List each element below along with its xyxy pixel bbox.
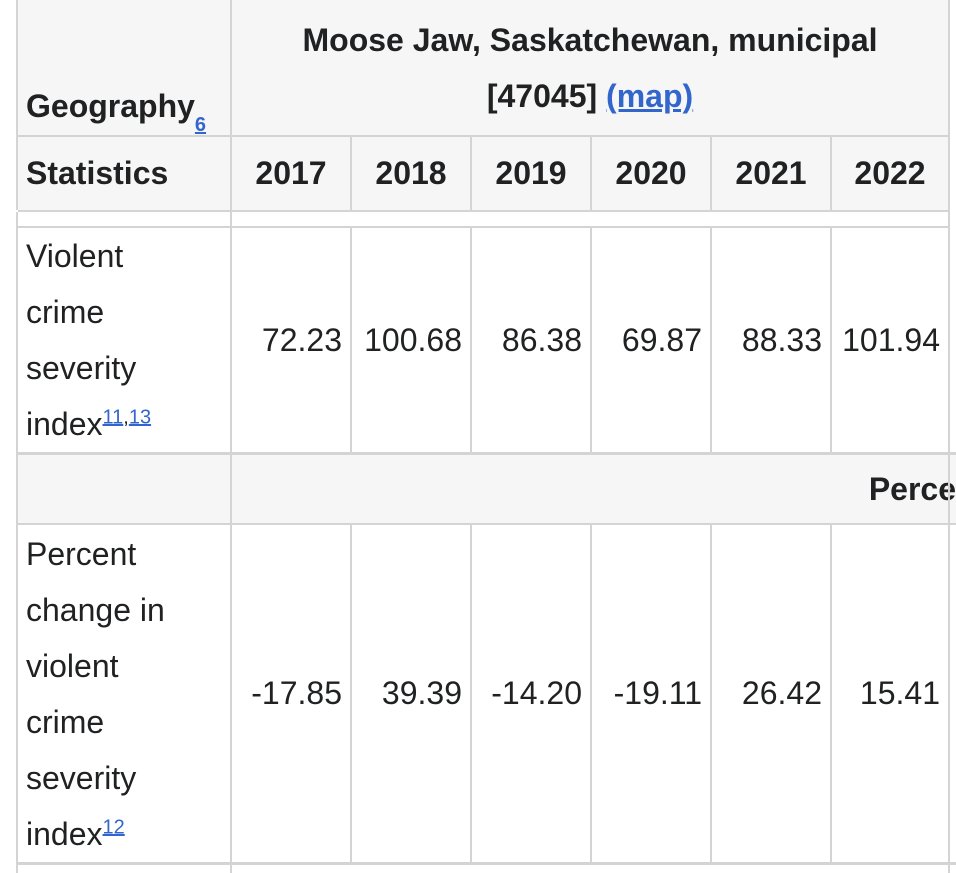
- year-header: 2017: [232, 137, 350, 210]
- row-label-wrap: Percent change in violent crime severity…: [26, 526, 190, 862]
- note-separator: ,: [123, 406, 129, 429]
- footnote-link[interactable]: 13: [128, 406, 152, 429]
- year-header: 2021: [712, 137, 830, 210]
- year-label: 2020: [615, 155, 687, 191]
- grid-line: [18, 452, 956, 455]
- row-label-wrap: Violent crime severity index11,13: [26, 228, 190, 452]
- value: 86.38: [501, 321, 582, 358]
- place-code-line: [47045] (map): [487, 68, 693, 124]
- footnote: 13: [129, 406, 151, 428]
- value: 39.39: [381, 675, 462, 711]
- grid-line: [830, 137, 832, 210]
- value-cell: 39.39: [352, 525, 470, 862]
- grid-line: [350, 525, 352, 862]
- grid-line: [710, 525, 712, 862]
- footnote: 12: [103, 816, 125, 838]
- grid-line: [470, 137, 472, 210]
- value-cell: 15.41: [832, 525, 948, 862]
- row-label: Violent crime severity index: [26, 238, 137, 442]
- grid-line: [18, 523, 956, 525]
- grid-line: [590, 525, 592, 862]
- value: 101.94: [842, 321, 940, 358]
- value-cell: -19.11: [592, 525, 710, 862]
- value-cell: -14.20: [472, 525, 590, 862]
- geography-header: Geography 6: [18, 0, 230, 135]
- place-code: [47045]: [486, 77, 598, 114]
- value-cell: 26.42: [712, 525, 830, 862]
- grid-line: [350, 228, 352, 452]
- year-label: 2018: [375, 155, 447, 191]
- place-header: Moose Jaw, Saskatchewan, municipal [4704…: [232, 0, 948, 135]
- grid-line: [0, 210, 18, 212]
- statistics-label: Statistics: [26, 155, 169, 191]
- map-link[interactable]: (map): [606, 77, 694, 114]
- year-label: 2017: [255, 155, 327, 191]
- year-header: 2020: [592, 137, 710, 210]
- value: -14.20: [491, 675, 582, 711]
- year-header: 2018: [352, 137, 470, 210]
- grid-line: [18, 135, 948, 137]
- footnote-link[interactable]: 12: [102, 815, 125, 838]
- grid-line: [830, 228, 832, 452]
- footnote: 11: [103, 406, 124, 428]
- year-header: 2019: [472, 137, 590, 210]
- footnote-link[interactable]: 11: [102, 406, 124, 429]
- value: 88.33: [741, 321, 822, 358]
- year-header: 2022: [832, 137, 948, 210]
- value-cell: 88.33: [712, 228, 830, 452]
- row-header: Violent crime severity index11,13: [18, 228, 230, 452]
- value: 100.68: [364, 321, 462, 358]
- value-cell: 69.87: [592, 228, 710, 452]
- value-cell: 100.68: [352, 228, 470, 452]
- grid-line: [18, 226, 948, 228]
- section-header: Perce: [232, 455, 956, 523]
- value: -19.11: [613, 675, 702, 711]
- place-name: Moose Jaw, Saskatchewan, municipal: [302, 21, 878, 58]
- grid-line: [710, 137, 712, 210]
- value-cell: -17.85: [232, 525, 350, 862]
- year-label: 2022: [854, 155, 926, 191]
- value-cell: 72.23: [232, 228, 350, 452]
- value-cell: 101.94: [832, 228, 948, 452]
- grid-line: [710, 228, 712, 452]
- grid-line: [470, 228, 472, 452]
- section-blank: [18, 455, 230, 523]
- grid-line: [470, 525, 472, 862]
- grid-line: [590, 137, 592, 210]
- grid-line: [16, 0, 18, 873]
- value: 15.41: [859, 675, 940, 711]
- value: 69.87: [621, 321, 702, 358]
- footnote-link[interactable]: 6: [194, 114, 207, 136]
- grid-line: [18, 862, 956, 865]
- statistics-header: Statistics: [18, 137, 230, 210]
- geography-label: Geography: [26, 88, 195, 124]
- row-header: Percent change in violent crime severity…: [18, 525, 230, 862]
- grid-line: [350, 137, 352, 210]
- grid-line: [18, 210, 948, 212]
- value: 26.42: [741, 675, 822, 711]
- value-cell: 86.38: [472, 228, 590, 452]
- row-label: Percent change in violent crime severity…: [26, 535, 165, 852]
- grid-line: [230, 0, 232, 873]
- year-label: 2019: [495, 155, 567, 191]
- grid-line: [830, 525, 832, 862]
- grid-line: [948, 0, 950, 873]
- section-label: Perce: [868, 470, 956, 507]
- value: 72.23: [261, 321, 342, 358]
- year-label: 2021: [735, 155, 807, 191]
- grid-line: [590, 228, 592, 452]
- value: -17.85: [251, 675, 342, 711]
